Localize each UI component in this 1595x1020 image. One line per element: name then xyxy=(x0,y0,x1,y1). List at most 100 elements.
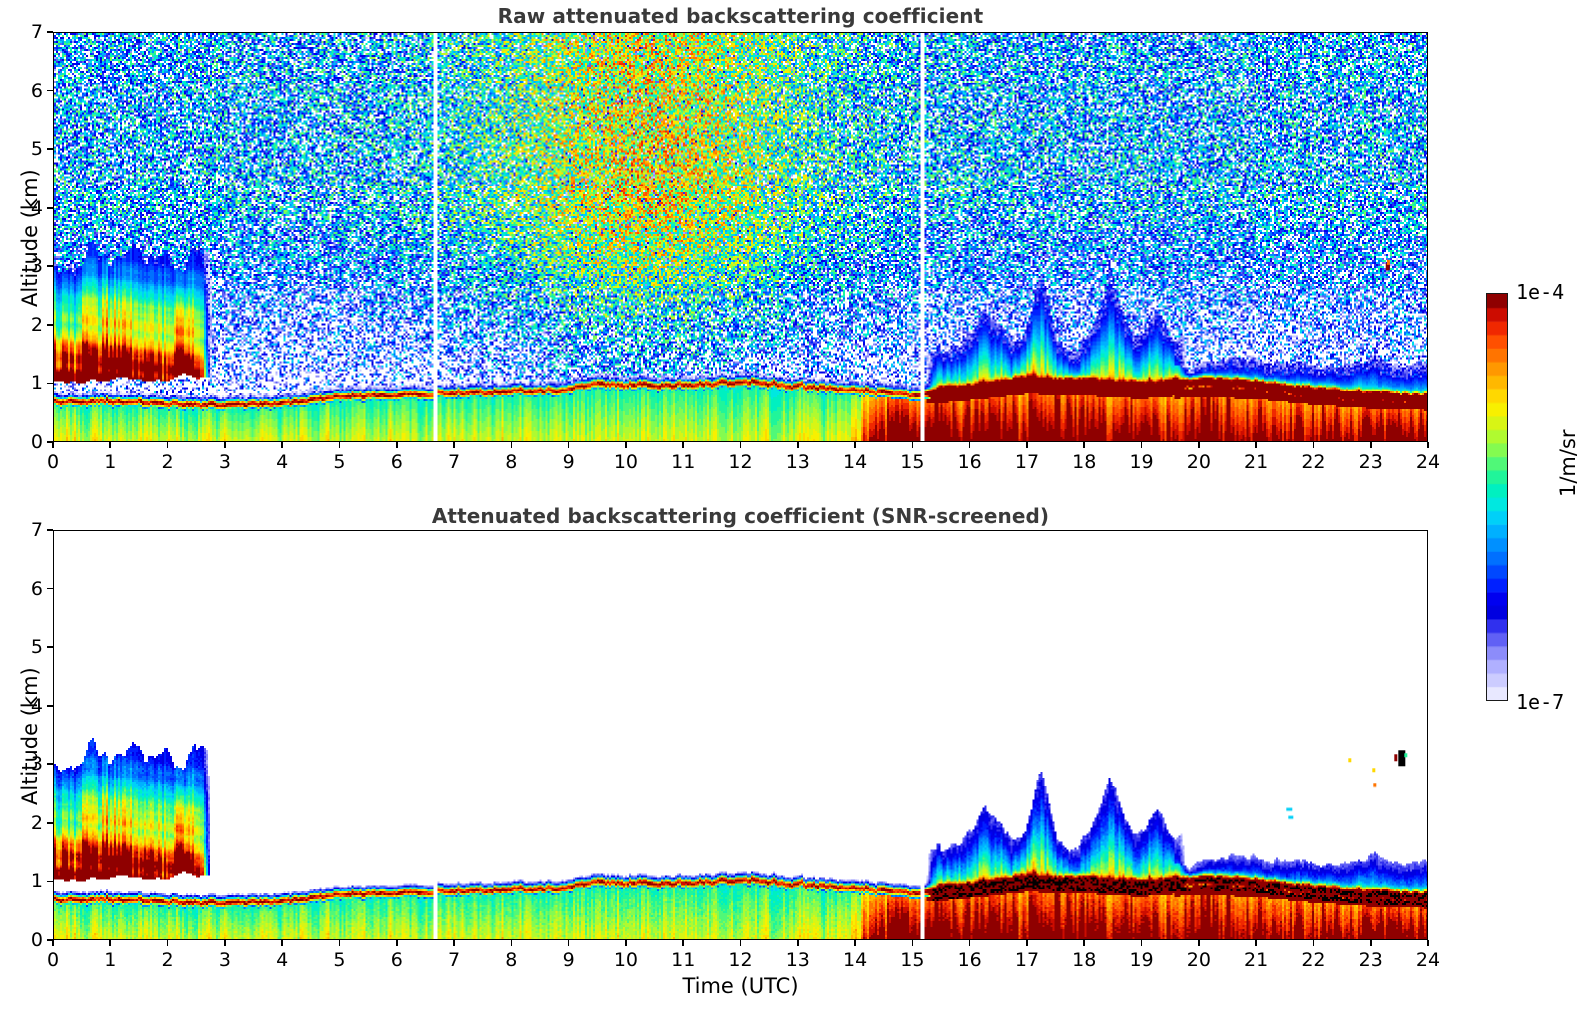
x-tick-label-top-16: 16 xyxy=(957,451,982,473)
x-tick-bot-18 xyxy=(1083,940,1086,946)
x-tick-label-bot-24: 24 xyxy=(1415,949,1441,971)
x-tick-bot-13 xyxy=(796,940,799,946)
x-tick-label-bot-4: 4 xyxy=(276,949,289,971)
x-tick-label-bot-15: 15 xyxy=(900,949,925,971)
x-tick-bot-9 xyxy=(567,940,570,946)
y-tick-top-7 xyxy=(47,31,53,33)
x-tick-bot-15 xyxy=(911,940,914,946)
x-tick-label-top-3: 3 xyxy=(218,451,231,473)
x-tick-top-2 xyxy=(166,442,169,448)
x-tick-label-top-21: 21 xyxy=(1244,451,1269,473)
x-tick-top-7 xyxy=(453,442,455,448)
x-tick-label-top-11: 11 xyxy=(671,451,696,473)
x-tick-label-top-23: 23 xyxy=(1358,451,1383,473)
y-tick-bot-5 xyxy=(47,646,53,648)
x-tick-top-12 xyxy=(739,442,742,448)
x-tick-bot-3 xyxy=(224,940,226,946)
y-tick-top-1 xyxy=(47,382,53,385)
y-tick-label-bot-7: 7 xyxy=(30,519,43,541)
colorbar xyxy=(1486,293,1508,701)
y-tick-label-top-5: 5 xyxy=(30,138,43,161)
x-tick-label-top-22: 22 xyxy=(1301,451,1326,473)
x-tick-bot-8 xyxy=(510,940,513,946)
x-tick-bot-20 xyxy=(1198,940,1200,946)
x-tick-label-bot-7: 7 xyxy=(447,949,461,971)
y-tick-bot-0 xyxy=(47,939,53,941)
x-tick-label-top-20: 20 xyxy=(1186,451,1211,473)
x-tick-label-bot-20: 20 xyxy=(1186,949,1211,971)
x-tick-label-top-10: 10 xyxy=(613,451,638,473)
x-tick-label-bot-22: 22 xyxy=(1301,949,1326,971)
x-tick-label-bot-5: 5 xyxy=(333,949,346,971)
x-tick-label-bot-17: 17 xyxy=(1014,949,1040,971)
x-tick-bot-6 xyxy=(395,940,398,946)
y-tick-bot-1 xyxy=(47,880,53,883)
y-tick-label-bot-0: 0 xyxy=(30,929,43,951)
x-tick-label-bot-21: 21 xyxy=(1244,949,1269,971)
x-tick-top-19 xyxy=(1140,442,1143,448)
x-tick-label-top-15: 15 xyxy=(900,451,925,473)
x-tick-label-bot-16: 16 xyxy=(957,949,982,971)
x-tick-top-10 xyxy=(625,442,627,448)
panel-title-raw: Raw attenuated backscattering coefficien… xyxy=(497,4,984,28)
colorbar-max-label: 1e-4 xyxy=(1516,280,1565,304)
heatmap-screened xyxy=(54,531,1427,939)
x-tick-bot-0 xyxy=(52,940,54,946)
y-tick-label-top-7: 7 xyxy=(30,21,43,43)
y-tick-top-4 xyxy=(47,206,53,209)
x-tick-label-top-7: 7 xyxy=(447,451,461,473)
x-tick-label-top-0: 0 xyxy=(46,451,60,473)
x-tick-top-13 xyxy=(796,442,799,448)
x-tick-bot-24 xyxy=(1427,940,1429,946)
x-axis-label-time: Time (UTC) xyxy=(682,974,799,998)
colorbar-gradient xyxy=(1487,294,1507,700)
x-tick-label-bot-23: 23 xyxy=(1358,949,1383,971)
x-tick-top-8 xyxy=(510,442,513,448)
x-tick-top-14 xyxy=(854,442,856,448)
y-tick-label-top-6: 6 xyxy=(30,79,43,102)
y-axis-label-raw: Altitude (km) xyxy=(18,169,42,307)
x-tick-label-bot-1: 1 xyxy=(104,949,117,971)
x-tick-label-top-5: 5 xyxy=(333,451,346,473)
x-tick-bot-19 xyxy=(1140,940,1143,946)
x-tick-label-bot-8: 8 xyxy=(505,949,518,971)
x-tick-bot-1 xyxy=(109,940,112,946)
x-tick-top-21 xyxy=(1255,442,1257,448)
x-tick-label-bot-13: 13 xyxy=(785,949,810,971)
y-tick-label-bot-3: 3 xyxy=(30,753,43,776)
x-tick-label-top-13: 13 xyxy=(785,451,810,473)
y-tick-label-top-0: 0 xyxy=(30,431,43,453)
y-tick-label-top-4: 4 xyxy=(30,196,43,219)
x-tick-label-top-6: 6 xyxy=(390,451,403,473)
x-tick-bot-11 xyxy=(682,940,684,946)
x-tick-label-bot-2: 2 xyxy=(161,949,174,971)
x-tick-label-top-17: 17 xyxy=(1014,451,1040,473)
colorbar-unit-label: 1/m/sr xyxy=(1556,429,1580,497)
y-tick-top-5 xyxy=(47,148,53,150)
heatmap-raw xyxy=(54,33,1427,441)
x-tick-bot-16 xyxy=(968,940,971,946)
y-tick-label-top-3: 3 xyxy=(30,255,43,278)
x-tick-top-17 xyxy=(1026,442,1028,448)
x-tick-bot-14 xyxy=(854,940,856,946)
x-tick-top-22 xyxy=(1312,442,1315,448)
x-tick-label-top-24: 24 xyxy=(1415,451,1441,473)
plot-area-raw xyxy=(53,32,1428,442)
y-axis-label-screened: Altitude (km) xyxy=(18,667,42,805)
y-tick-label-top-2: 2 xyxy=(30,313,43,336)
x-tick-top-16 xyxy=(968,442,971,448)
x-tick-top-3 xyxy=(224,442,226,448)
x-tick-top-20 xyxy=(1198,442,1200,448)
x-tick-label-bot-0: 0 xyxy=(46,949,60,971)
y-tick-top-6 xyxy=(47,89,53,92)
x-tick-label-top-19: 19 xyxy=(1129,451,1154,473)
x-tick-top-11 xyxy=(682,442,684,448)
y-tick-bot-6 xyxy=(47,587,53,590)
x-tick-label-bot-9: 9 xyxy=(562,949,575,971)
x-tick-top-24 xyxy=(1427,442,1429,448)
x-tick-top-6 xyxy=(395,442,398,448)
x-tick-top-0 xyxy=(52,442,54,448)
x-tick-top-1 xyxy=(109,442,112,448)
y-tick-bot-7 xyxy=(47,529,53,531)
x-tick-label-bot-19: 19 xyxy=(1129,949,1154,971)
